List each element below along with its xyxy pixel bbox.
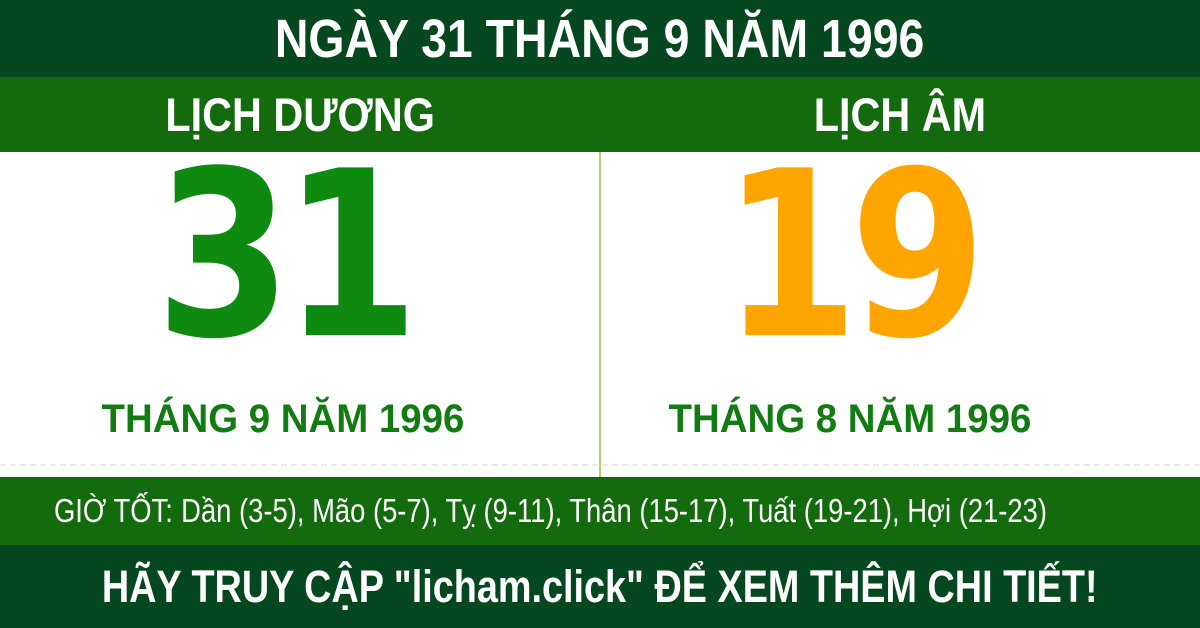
calendar-type-header-row: LỊCH DƯƠNG LỊCH ÂM (0, 77, 1200, 152)
tab-lunar-label: LỊCH ÂM (813, 88, 987, 141)
good-hours-line: GIỜ TỐT: Dần (3-5), Mão (5-7), Tỵ (9-11),… (54, 492, 1047, 530)
calendar-panels: 31 THÁNG 9 NĂM 1996 19 THÁNG 8 NĂM 1996 (0, 139, 1200, 477)
lunar-month-year: THÁNG 8 NĂM 1996 (668, 396, 1032, 441)
solar-panel: 31 THÁNG 9 NĂM 1996 (0, 139, 600, 477)
good-hours-bar: GIỜ TỐT: Dần (3-5), Mão (5-7), Tỵ (9-11),… (0, 477, 1200, 545)
date-title: NGÀY 31 THÁNG 9 NĂM 1996 (275, 8, 925, 69)
good-hours-list: Dần (3-5), Mão (5-7), Tỵ (9-11), Thân (1… (181, 492, 1048, 529)
tab-lunar-calendar[interactable]: LỊCH ÂM (600, 77, 1200, 152)
lunar-panel: 19 THÁNG 8 NĂM 1996 (600, 139, 1200, 477)
solar-day-number: 31 (155, 123, 419, 390)
footer-bar: HÃY TRUY CẬP "licham.click" ĐỂ XEM THÊM … (0, 545, 1200, 628)
footer-call-to-action: HÃY TRUY CẬP "licham.click" ĐỂ XEM THÊM … (102, 560, 1098, 612)
tab-solar-calendar[interactable]: LỊCH DƯƠNG (0, 77, 600, 152)
panel-divider-line (599, 152, 601, 477)
lunar-day-number: 19 (722, 123, 986, 390)
date-title-bar: NGÀY 31 THÁNG 9 NĂM 1996 (0, 0, 1200, 77)
good-hours-label: GIỜ TỐT: (54, 492, 173, 529)
perforation-line (0, 464, 1200, 466)
solar-month-year: THÁNG 9 NĂM 1996 (101, 396, 465, 441)
tab-solar-label: LỊCH DƯƠNG (165, 88, 435, 141)
